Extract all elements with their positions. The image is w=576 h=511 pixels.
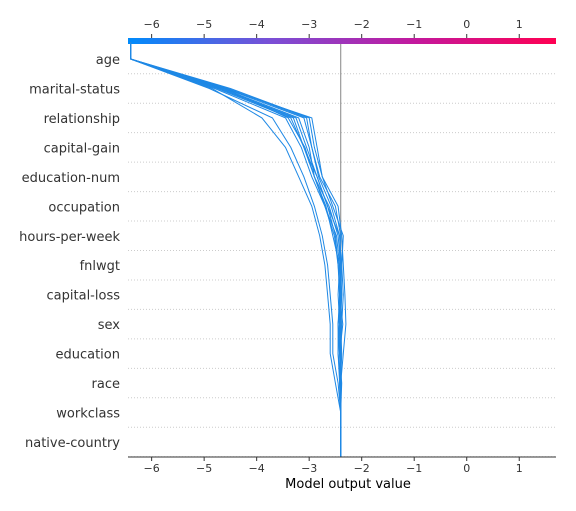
feature-label: occupation [48, 200, 120, 215]
x-tick-label: −3 [301, 462, 317, 475]
decision-line [130, 42, 342, 457]
decision-line [130, 42, 343, 457]
feature-label: fnlwgt [80, 259, 120, 274]
feature-label: education-num [22, 171, 120, 186]
decision-line [130, 42, 343, 457]
top-tick-label: −4 [249, 18, 265, 31]
feature-label: workclass [56, 407, 120, 422]
top-tick-label: 0 [463, 18, 470, 31]
x-tick-label: 0 [463, 462, 470, 475]
feature-label: capital-loss [47, 289, 121, 304]
top-tick-label: 1 [516, 18, 523, 31]
decision-line [130, 42, 344, 457]
feature-label: sex [98, 318, 121, 333]
x-tick-label: −1 [406, 462, 422, 475]
feature-label: marital-status [29, 82, 120, 97]
top-tick-label: −6 [144, 18, 160, 31]
x-tick-label: −4 [249, 462, 265, 475]
x-axis-title: Model output value [285, 477, 411, 492]
decision-line [130, 42, 342, 457]
x-tick-label: 1 [516, 462, 523, 475]
feature-label: age [96, 53, 120, 68]
feature-label: relationship [44, 112, 120, 127]
top-tick-label: −2 [354, 18, 370, 31]
x-tick-label: −5 [196, 462, 212, 475]
colorbar [128, 38, 556, 44]
feature-label: native-country [25, 436, 120, 451]
feature-label: hours-per-week [19, 230, 120, 245]
x-tick-label: −2 [354, 462, 370, 475]
feature-label: capital-gain [44, 141, 120, 156]
top-tick-label: −1 [406, 18, 422, 31]
feature-label: race [92, 377, 120, 392]
decision-line [130, 42, 342, 457]
decision-line [130, 42, 343, 457]
feature-label: education [55, 348, 120, 363]
top-tick-label: −3 [301, 18, 317, 31]
decision-line [130, 42, 343, 457]
top-tick-label: −5 [196, 18, 212, 31]
x-tick-label: −6 [144, 462, 160, 475]
decision-line [130, 42, 342, 457]
decision-line [130, 42, 342, 457]
decision-line [130, 42, 344, 457]
